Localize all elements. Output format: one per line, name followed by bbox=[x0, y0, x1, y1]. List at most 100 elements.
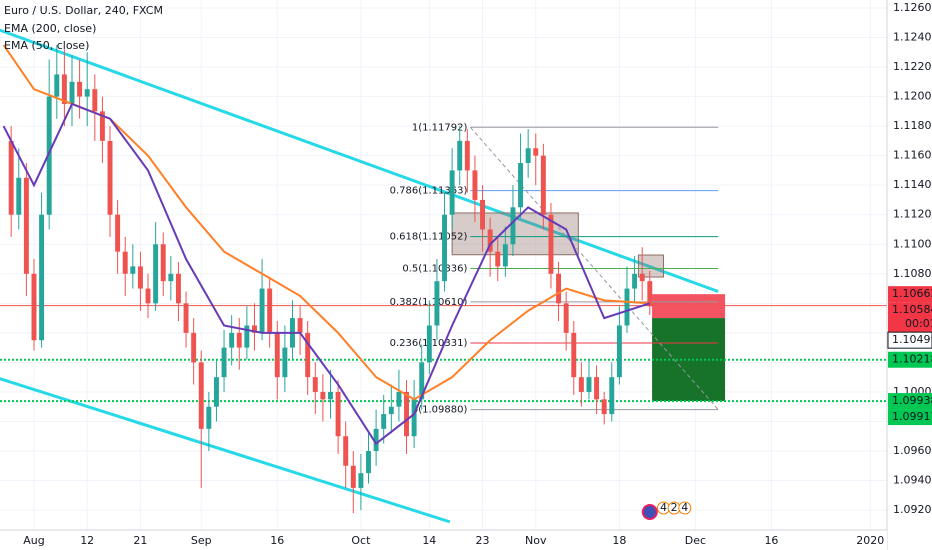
candle-body bbox=[61, 74, 67, 104]
price-axis bbox=[887, 0, 932, 550]
candle-body bbox=[229, 332, 235, 348]
candle-body bbox=[510, 207, 516, 245]
ema-line bbox=[2, 102, 651, 446]
candle-body bbox=[267, 288, 273, 333]
candle-body bbox=[122, 251, 128, 274]
fib-label: 0.618(1.11052) bbox=[390, 232, 468, 243]
candle-body bbox=[411, 399, 417, 437]
x-tick-label: 23 bbox=[476, 534, 490, 547]
highlight-box bbox=[637, 254, 664, 278]
candle-body bbox=[487, 229, 493, 252]
price-tag-label: 1.10584 bbox=[892, 303, 932, 316]
x-tick-label: 18 bbox=[612, 534, 626, 547]
candle-body bbox=[350, 465, 356, 488]
candle-body bbox=[525, 148, 531, 164]
candle-body bbox=[495, 251, 501, 267]
candle-body bbox=[244, 325, 250, 348]
x-tick-label: Sep bbox=[191, 534, 212, 547]
candle-body bbox=[259, 288, 265, 333]
price-tag bbox=[887, 331, 932, 349]
candle-body bbox=[358, 473, 364, 488]
x-tick-label: 2020 bbox=[856, 534, 884, 547]
candle-body bbox=[54, 74, 60, 97]
legend-entry: EMA (200, close) bbox=[4, 22, 96, 35]
candle-body bbox=[396, 391, 402, 407]
candle-body bbox=[130, 266, 136, 274]
fib-label: 0.382(1.10610) bbox=[390, 297, 468, 308]
event-label: 2 bbox=[671, 501, 678, 514]
candle-body bbox=[533, 148, 539, 156]
candle-body bbox=[236, 332, 242, 348]
candle-body bbox=[647, 281, 653, 307]
legend-entry: EMA (50, close) bbox=[4, 39, 89, 52]
candle-body bbox=[107, 140, 113, 215]
trend-line bbox=[0, 28, 719, 293]
y-tick-label: 1.11800 bbox=[893, 119, 932, 132]
candle-body bbox=[518, 163, 524, 208]
candle-body bbox=[457, 140, 463, 171]
candle-body bbox=[8, 140, 14, 215]
event-label: 4 bbox=[660, 501, 667, 514]
event-icon bbox=[678, 501, 692, 515]
y-tick-label: 1.11000 bbox=[893, 237, 932, 250]
y-tick-label: 1.09400 bbox=[893, 474, 932, 487]
x-tick-label: Aug bbox=[23, 534, 44, 547]
candle-body bbox=[373, 428, 379, 451]
candle-body bbox=[632, 273, 638, 289]
candle-body bbox=[198, 362, 204, 429]
candle-body bbox=[586, 377, 592, 392]
y-tick-label: 1.12600 bbox=[893, 1, 932, 14]
x-tick-label: Nov bbox=[525, 534, 547, 547]
candle-body bbox=[39, 214, 45, 341]
candle-body bbox=[153, 244, 159, 304]
candle-body bbox=[335, 391, 341, 437]
candle-body bbox=[168, 273, 174, 282]
fib-label: 1(1.11792) bbox=[412, 122, 468, 133]
x-tick-label: Dec bbox=[685, 534, 706, 547]
candle-body bbox=[502, 244, 508, 267]
candle-body bbox=[145, 288, 151, 304]
candle-body bbox=[84, 89, 90, 97]
x-tick-label: 16 bbox=[764, 534, 778, 547]
price-tag bbox=[888, 409, 932, 426]
candle-body bbox=[449, 170, 455, 215]
candle-body bbox=[343, 436, 349, 466]
candle-body bbox=[578, 377, 584, 392]
candle-body bbox=[548, 214, 554, 274]
candle-body bbox=[556, 273, 562, 304]
candle-body bbox=[137, 266, 143, 289]
x-tick-label: 16 bbox=[270, 534, 284, 547]
candle-body bbox=[624, 288, 630, 326]
trend-line bbox=[0, 377, 451, 524]
y-tick-label: 1.12000 bbox=[893, 90, 932, 103]
candle-body bbox=[274, 332, 280, 378]
candle-body bbox=[115, 214, 121, 252]
candle-body bbox=[92, 89, 98, 112]
candle-body bbox=[366, 450, 371, 474]
candle-body bbox=[175, 273, 181, 304]
candle-body bbox=[46, 96, 52, 215]
price-tag-label: 1.10662 bbox=[892, 287, 932, 300]
price-tag bbox=[888, 286, 932, 303]
candle-body bbox=[77, 81, 83, 97]
candle-body bbox=[183, 303, 189, 333]
candle-body bbox=[639, 273, 645, 282]
candle-body bbox=[191, 332, 197, 363]
y-tick-label: 1.10800 bbox=[893, 267, 932, 280]
candle-body bbox=[31, 273, 37, 341]
x-tick-label: 14 bbox=[422, 534, 436, 547]
candle-body bbox=[609, 377, 615, 415]
price-tag bbox=[888, 393, 932, 410]
candle-body bbox=[23, 177, 29, 274]
candle-body bbox=[381, 414, 387, 429]
candle-body bbox=[442, 214, 447, 282]
candle-body bbox=[305, 332, 311, 378]
candle-body bbox=[388, 406, 394, 415]
y-tick-label: 1.12200 bbox=[893, 60, 932, 73]
candle-body bbox=[297, 318, 303, 333]
candle-body bbox=[540, 155, 546, 215]
candle-body bbox=[328, 391, 333, 400]
candle-body bbox=[571, 332, 577, 378]
chart-title: Euro / U.S. Dollar, 240, FXCM bbox=[4, 4, 163, 17]
